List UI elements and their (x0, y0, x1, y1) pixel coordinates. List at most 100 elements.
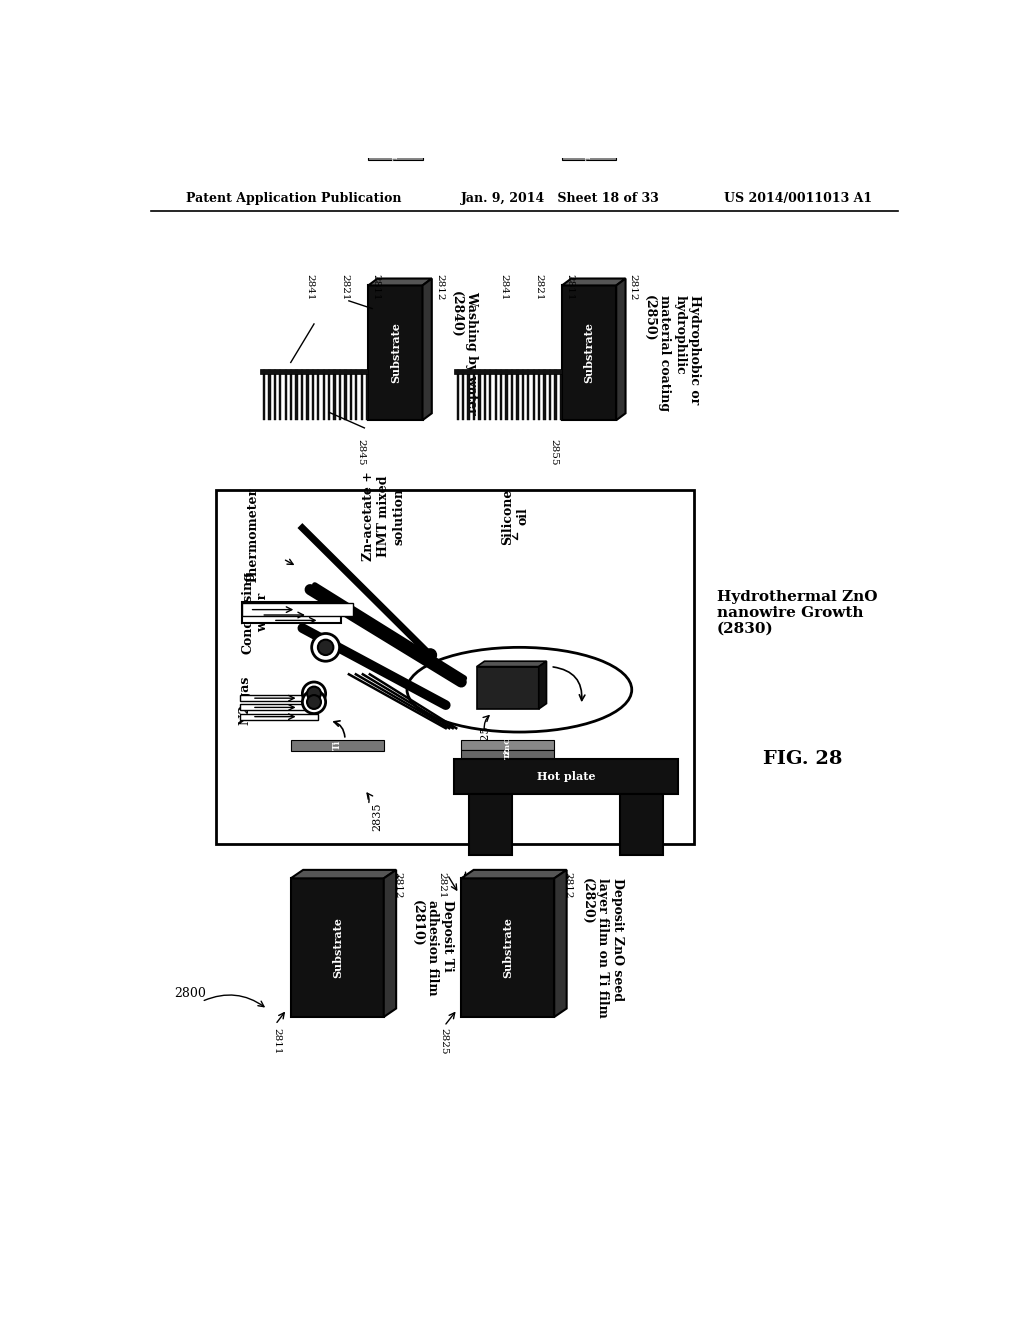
Circle shape (302, 682, 326, 705)
Bar (538, 370, 541, 420)
Bar (216, 490, 693, 843)
Text: 2811: 2811 (372, 275, 381, 301)
Polygon shape (477, 661, 547, 667)
Circle shape (307, 686, 321, 701)
Polygon shape (369, 279, 432, 285)
Bar (461, 750, 554, 758)
Bar (621, 793, 663, 855)
Bar (461, 739, 554, 750)
Text: FIG. 28: FIG. 28 (763, 750, 842, 768)
Text: Thermometer: Thermometer (247, 487, 260, 583)
Bar (306, 370, 308, 420)
Bar (241, 696, 317, 701)
Bar (457, 370, 459, 420)
Bar (339, 370, 341, 420)
Polygon shape (291, 870, 396, 878)
Text: N2 gas: N2 gas (240, 677, 252, 726)
Text: Substrate: Substrate (390, 322, 400, 383)
Text: 2812: 2812 (393, 873, 402, 899)
Text: 2835: 2835 (372, 803, 382, 832)
Text: Condensing
water: Condensing water (241, 572, 269, 655)
Polygon shape (384, 870, 396, 1016)
Text: 2821: 2821 (535, 275, 544, 301)
Bar (263, 370, 265, 420)
Bar (478, 370, 480, 420)
Text: 2812: 2812 (435, 275, 444, 301)
Bar (291, 739, 384, 751)
Text: 2841: 2841 (305, 275, 314, 301)
Bar (273, 370, 276, 420)
Bar (527, 370, 529, 420)
Bar (506, 370, 508, 420)
Circle shape (317, 640, 334, 655)
Bar (489, 370, 492, 420)
Bar (473, 370, 475, 420)
Bar (560, 370, 562, 420)
Polygon shape (554, 870, 566, 1016)
Polygon shape (539, 661, 547, 709)
Bar (500, 370, 503, 420)
Text: 2825: 2825 (439, 1028, 449, 1055)
Text: Substrate: Substrate (502, 917, 513, 978)
Bar (511, 370, 513, 420)
Bar (291, 878, 384, 1016)
Bar (360, 370, 362, 420)
Text: 2821: 2821 (341, 275, 349, 301)
Text: 2811: 2811 (565, 275, 574, 301)
Text: 2845: 2845 (356, 440, 365, 466)
Bar (521, 370, 524, 420)
Text: 2812: 2812 (629, 275, 638, 301)
Bar (554, 370, 557, 420)
Text: 2811: 2811 (272, 1028, 282, 1055)
Text: 2821: 2821 (437, 873, 446, 899)
Bar (562, 150, 616, 160)
Bar (260, 370, 369, 374)
Bar (349, 370, 352, 420)
Bar (311, 370, 314, 420)
Bar (280, 370, 282, 420)
Circle shape (307, 696, 321, 709)
Text: Ti: Ti (585, 150, 593, 160)
Bar (285, 370, 287, 420)
Bar (483, 370, 486, 420)
Bar (467, 370, 470, 420)
Bar (355, 370, 357, 420)
Text: Hot plate: Hot plate (537, 771, 595, 781)
Text: Deposit ZnO seed
layer film on Ti film
(2820): Deposit ZnO seed layer film on Ti film (… (582, 878, 625, 1018)
Text: Zn-acetate +
HMT mixed
solution: Zn-acetate + HMT mixed solution (362, 471, 406, 561)
Text: Hydrothermal ZnO
nanowire Growth
(2830): Hydrothermal ZnO nanowire Growth (2830) (717, 590, 878, 636)
Bar (323, 370, 325, 420)
Text: Washing by water
(2840): Washing by water (2840) (450, 290, 477, 414)
Text: US 2014/0011013 A1: US 2014/0011013 A1 (724, 191, 872, 205)
Text: 2811: 2811 (461, 873, 470, 899)
Bar (317, 370, 319, 420)
Circle shape (424, 649, 436, 661)
Text: Jan. 9, 2014   Sheet 18 of 33: Jan. 9, 2014 Sheet 18 of 33 (461, 191, 660, 205)
Text: Deposit Ti
adhesion film
(2810): Deposit Ti adhesion film (2810) (411, 900, 454, 995)
Bar (532, 370, 535, 420)
Bar (469, 793, 512, 855)
Bar (562, 285, 616, 420)
Bar (549, 370, 551, 420)
Polygon shape (616, 279, 626, 420)
Text: 2855: 2855 (550, 440, 559, 466)
Text: Substrate: Substrate (332, 917, 343, 978)
Text: 2800: 2800 (174, 987, 207, 1001)
Bar (290, 370, 292, 420)
Bar (334, 370, 336, 420)
Text: ZnO: ZnO (504, 735, 512, 755)
Text: Ti: Ti (391, 150, 399, 160)
Bar (544, 370, 546, 420)
Bar (516, 370, 518, 420)
Bar (328, 370, 331, 420)
Circle shape (311, 634, 340, 661)
Bar (344, 370, 346, 420)
Bar (495, 370, 497, 420)
Bar (477, 667, 539, 709)
Text: Silicone
oil: Silicone oil (502, 488, 529, 545)
Text: 2825: 2825 (480, 726, 490, 754)
Text: 2841: 2841 (500, 275, 508, 301)
Text: Ti: Ti (504, 750, 512, 759)
Bar (242, 602, 341, 623)
Bar (301, 370, 303, 420)
